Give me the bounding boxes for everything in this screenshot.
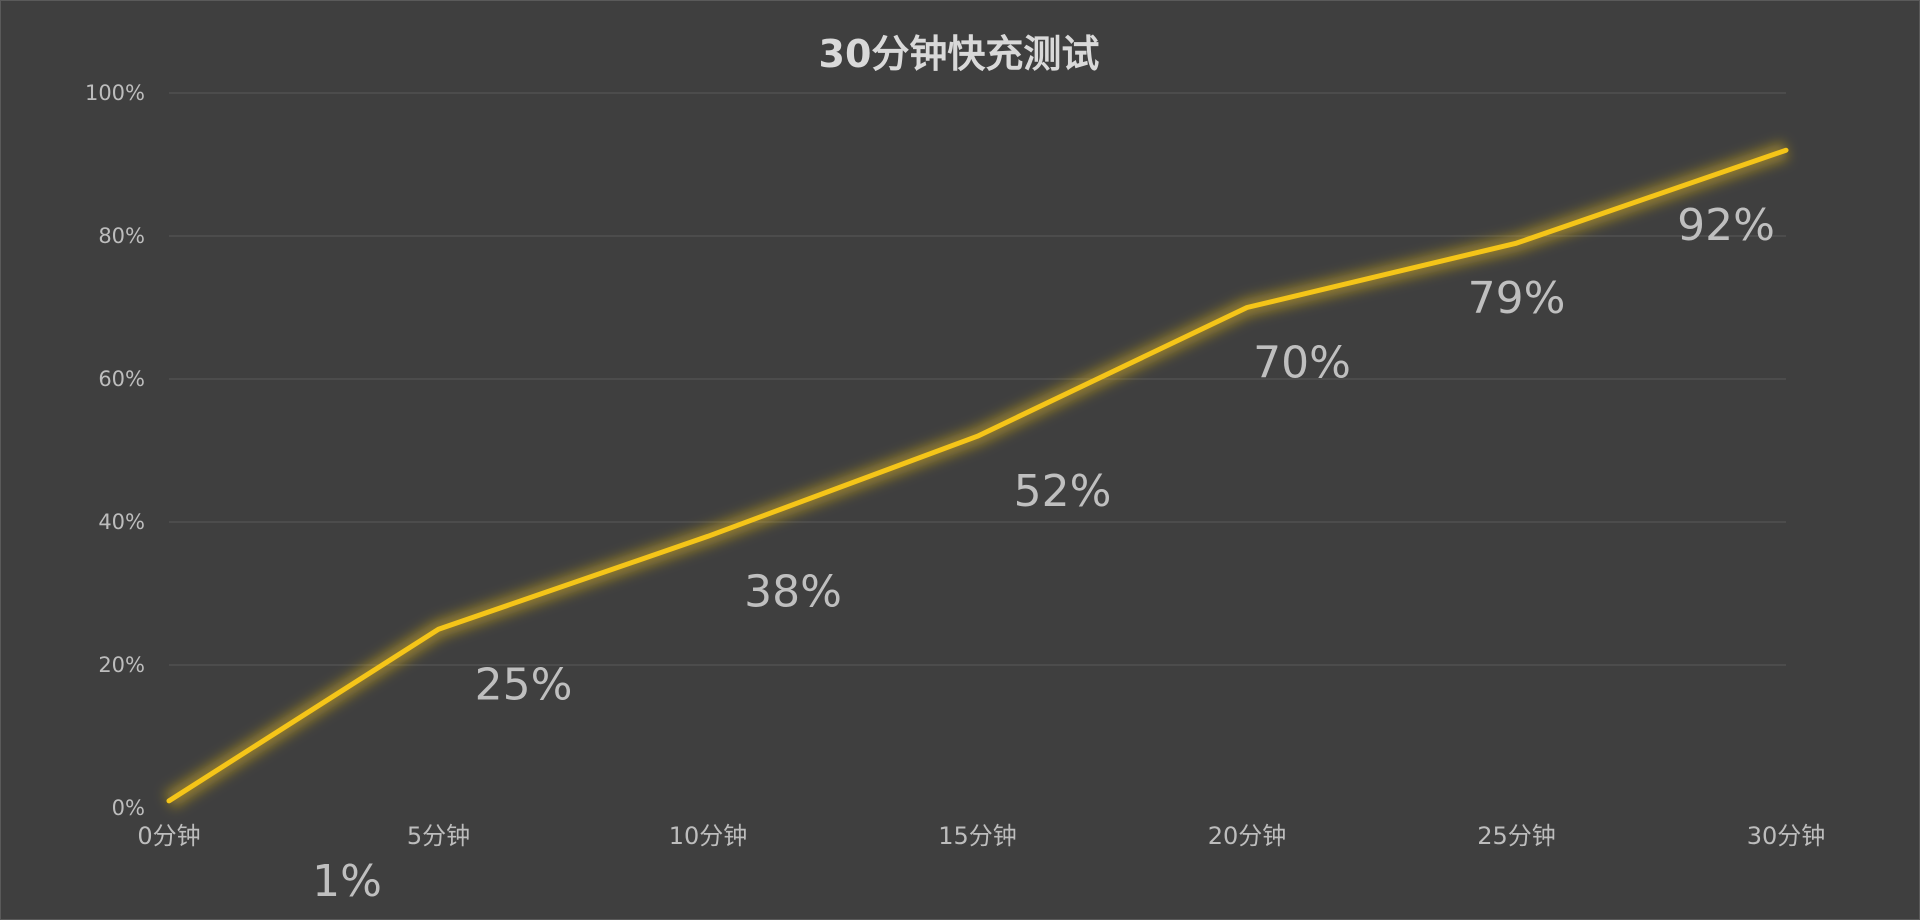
x-tick-label: 10分钟 bbox=[669, 822, 748, 850]
data-labels: 1% 25% 38% 52% 70% 79% 92% bbox=[312, 200, 1775, 907]
x-tick-label: 25分钟 bbox=[1477, 822, 1556, 850]
x-tick-label: 30分钟 bbox=[1747, 822, 1826, 850]
y-tick-label: 60% bbox=[98, 367, 145, 391]
data-label: 92% bbox=[1677, 200, 1775, 251]
x-tick-label: 5分钟 bbox=[407, 822, 470, 850]
y-tick-label: 100% bbox=[85, 81, 145, 105]
x-tick-label: 20分钟 bbox=[1208, 822, 1287, 850]
x-tick-label: 0分钟 bbox=[137, 822, 200, 850]
series-line bbox=[164, 141, 1789, 809]
x-tick-label: 15分钟 bbox=[938, 822, 1017, 850]
y-tick-label: 0% bbox=[112, 796, 145, 820]
chart-title: 30分钟快充测试 bbox=[819, 32, 1100, 76]
x-axis-ticks: 0分钟 5分钟 10分钟 15分钟 20分钟 25分钟 30分钟 bbox=[137, 822, 1825, 850]
series-glow bbox=[164, 141, 1789, 809]
y-tick-label: 40% bbox=[98, 510, 145, 534]
data-label: 70% bbox=[1253, 338, 1351, 389]
data-label: 38% bbox=[744, 566, 842, 617]
y-axis-ticks: 0% 20% 40% 60% 80% 100% bbox=[85, 81, 145, 820]
data-label: 79% bbox=[1468, 273, 1566, 324]
series-line-path bbox=[166, 147, 1789, 804]
data-label: 1% bbox=[312, 856, 382, 907]
data-label: 52% bbox=[1014, 466, 1112, 517]
gridlines bbox=[169, 92, 1786, 666]
data-label: 25% bbox=[475, 659, 573, 710]
y-tick-label: 20% bbox=[98, 653, 145, 677]
y-tick-label: 80% bbox=[98, 224, 145, 248]
